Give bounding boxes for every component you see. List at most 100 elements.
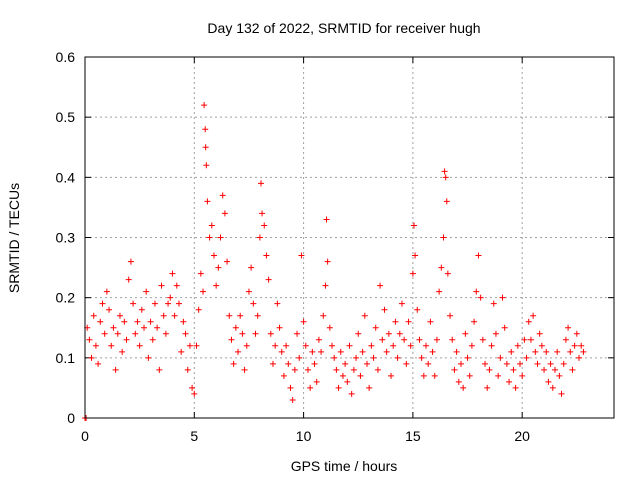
- data-point: [401, 336, 408, 343]
- data-point: [567, 348, 574, 355]
- data-point: [366, 384, 373, 391]
- data-point: [195, 306, 202, 313]
- data-point: [407, 342, 414, 349]
- data-points: [82, 102, 587, 421]
- data-point: [383, 348, 390, 355]
- data-point: [436, 288, 443, 295]
- data-point: [482, 360, 489, 367]
- data-point: [130, 300, 137, 307]
- data-point: [444, 270, 451, 277]
- data-point: [560, 360, 567, 367]
- data-point: [136, 342, 143, 349]
- data-point: [394, 354, 401, 361]
- data-point: [453, 348, 460, 355]
- y-tick-label: 0.1: [56, 350, 76, 366]
- data-point: [296, 354, 303, 361]
- data-point: [108, 342, 115, 349]
- data-point: [226, 312, 233, 319]
- data-point: [125, 276, 132, 283]
- data-point: [580, 348, 587, 355]
- data-point: [206, 234, 213, 241]
- data-point: [204, 198, 211, 205]
- data-point: [499, 294, 506, 301]
- data-point: [484, 384, 491, 391]
- data-point: [267, 330, 274, 337]
- data-point: [178, 348, 185, 355]
- data-point: [219, 192, 226, 199]
- data-point: [138, 306, 145, 313]
- data-point: [361, 312, 368, 319]
- data-point: [294, 330, 301, 337]
- data-point: [323, 216, 330, 223]
- data-point: [232, 324, 239, 331]
- data-point: [333, 366, 340, 373]
- data-point: [252, 330, 259, 337]
- data-point: [429, 348, 436, 355]
- data-point: [202, 126, 209, 133]
- data-point: [359, 348, 366, 355]
- data-point: [315, 336, 322, 343]
- data-point: [370, 354, 377, 361]
- data-point: [538, 342, 545, 349]
- data-point: [363, 360, 370, 367]
- data-point: [112, 366, 119, 373]
- data-point: [180, 318, 187, 325]
- data-point: [154, 324, 161, 331]
- data-point: [276, 324, 283, 331]
- data-point: [324, 258, 331, 265]
- data-point: [490, 300, 497, 307]
- data-point: [326, 324, 333, 331]
- data-point: [217, 234, 224, 241]
- data-point: [203, 162, 210, 169]
- data-point: [455, 378, 462, 385]
- data-point: [162, 330, 169, 337]
- data-point: [145, 354, 152, 361]
- data-point: [403, 360, 410, 367]
- data-point: [420, 372, 427, 379]
- data-point: [381, 306, 388, 313]
- data-point: [460, 384, 467, 391]
- y-tick-label: 0.3: [56, 230, 76, 246]
- chart-title: Day 132 of 2022, SRMTID for receiver hug…: [207, 20, 480, 36]
- data-point: [215, 264, 222, 271]
- data-point: [269, 360, 276, 367]
- data-point: [213, 282, 220, 289]
- data-point: [405, 318, 412, 325]
- data-point: [479, 336, 486, 343]
- x-tick-label: 0: [81, 428, 89, 444]
- data-point: [257, 180, 264, 187]
- data-point: [331, 354, 338, 361]
- data-point: [151, 300, 158, 307]
- data-point: [346, 342, 353, 349]
- data-point: [110, 324, 117, 331]
- data-point: [503, 360, 510, 367]
- data-point: [141, 324, 148, 331]
- data-point: [300, 318, 307, 325]
- data-point: [447, 312, 454, 319]
- data-point: [127, 258, 134, 265]
- data-point: [143, 288, 150, 295]
- data-point: [302, 342, 309, 349]
- data-point: [565, 324, 572, 331]
- x-tick-label: 15: [405, 428, 421, 444]
- data-point: [442, 174, 449, 181]
- data-point: [134, 318, 141, 325]
- data-point: [514, 342, 521, 349]
- data-point: [512, 384, 519, 391]
- data-point: [433, 336, 440, 343]
- data-point: [466, 372, 473, 379]
- data-point: [348, 390, 355, 397]
- data-point: [92, 342, 99, 349]
- data-point: [377, 282, 384, 289]
- data-point: [313, 378, 320, 385]
- data-point: [441, 168, 448, 175]
- data-point: [274, 300, 281, 307]
- data-point: [283, 342, 290, 349]
- data-point: [431, 372, 438, 379]
- data-point: [309, 348, 316, 355]
- data-point: [471, 318, 478, 325]
- y-tick-label: 0.2: [56, 290, 76, 306]
- data-point: [239, 330, 246, 337]
- data-point: [254, 312, 261, 319]
